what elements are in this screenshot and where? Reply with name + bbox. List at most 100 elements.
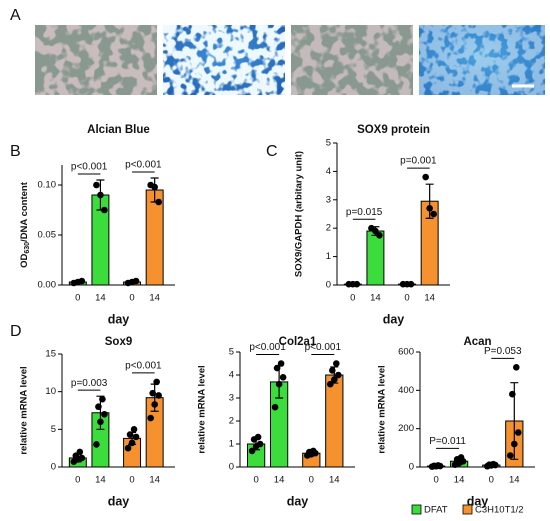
- data-point: [279, 374, 287, 381]
- y-tick-label: 0.05: [38, 230, 57, 241]
- x-tick-label: 0: [309, 475, 314, 486]
- data-point: [155, 392, 162, 399]
- data-point: [426, 205, 433, 212]
- data-point: [254, 433, 262, 441]
- data-point: [335, 371, 342, 379]
- legend-swatch: [462, 504, 473, 515]
- annotation: p<0.001: [305, 342, 342, 353]
- y-tick-label: 4: [229, 370, 234, 381]
- y-tick-label: 600: [398, 347, 414, 358]
- x-tick-label: 14: [370, 293, 381, 304]
- data-point: [78, 454, 86, 462]
- data-point: [407, 280, 415, 288]
- panel-label: B: [10, 143, 21, 160]
- data-point: [327, 380, 334, 388]
- y-tick-label: 4: [326, 166, 331, 177]
- panel-label: C: [266, 143, 278, 160]
- data-point: [331, 376, 338, 383]
- data-point: [353, 280, 361, 288]
- data-point: [333, 360, 340, 367]
- y-axis-label-part: OD: [19, 253, 30, 267]
- data-point: [509, 390, 516, 398]
- data-point: [147, 414, 154, 422]
- panel-label: D: [10, 323, 22, 340]
- data-point: [430, 210, 437, 218]
- annotation: p=0.001: [400, 156, 437, 167]
- data-point: [329, 367, 336, 374]
- x-tick-label: 14: [509, 475, 520, 486]
- micrograph-texture: [163, 25, 285, 95]
- y-tick-label: 400: [398, 385, 414, 396]
- y-tick-label: 5: [229, 347, 234, 358]
- y-axis-label: OD630/DNA content: [19, 181, 32, 268]
- x-tick-label: 14: [95, 475, 106, 486]
- x-tick-label: 14: [329, 475, 340, 486]
- data-point: [310, 447, 317, 455]
- x-tick-label: 0: [253, 475, 258, 486]
- annotation: P=0.011: [429, 436, 466, 447]
- data-point: [132, 277, 140, 285]
- x-tick-label: 0: [75, 475, 80, 486]
- x-axis-label: day: [287, 494, 309, 508]
- data-point: [248, 447, 256, 455]
- data-point: [515, 429, 522, 436]
- y-tick-label: 0: [229, 462, 234, 473]
- data-point: [151, 183, 158, 191]
- chart-title: SOX9 protein: [357, 124, 430, 136]
- data-point: [153, 378, 160, 386]
- y-tick-label: 2: [326, 223, 331, 234]
- chart-title: Alcian Blue: [87, 124, 150, 136]
- data-point: [434, 462, 442, 469]
- data-point: [511, 440, 518, 448]
- data-point: [151, 401, 158, 408]
- y-tick-label: 1: [326, 251, 331, 262]
- y-axis-label: relative mRNA level: [377, 365, 388, 453]
- micrographs: [35, 25, 545, 95]
- bar: [366, 230, 385, 286]
- x-tick-label: 14: [149, 475, 160, 486]
- annotation: p<0.001: [249, 342, 286, 353]
- data-point: [99, 395, 106, 403]
- x-tick-label: 0: [350, 293, 355, 304]
- data-point: [95, 403, 102, 411]
- annotation: p<0.001: [125, 361, 162, 372]
- y-tick-label: 3: [229, 393, 234, 404]
- data-point: [128, 439, 136, 447]
- data-point: [149, 389, 156, 397]
- data-point: [101, 206, 108, 214]
- data-point: [273, 364, 281, 372]
- legend-label: C3H10T1/2: [475, 505, 524, 516]
- data-point: [507, 452, 514, 459]
- x-tick-label: 0: [129, 475, 134, 486]
- y-tick-label: 2: [229, 416, 234, 427]
- y-axis-label: relative mRNA level: [19, 366, 30, 454]
- panel-label: A: [10, 7, 21, 24]
- y-tick-label: 0.10: [38, 180, 57, 191]
- data-point: [490, 460, 497, 468]
- x-tick-label: 14: [424, 293, 435, 304]
- x-tick-label: 0: [129, 293, 134, 304]
- x-tick-label: 14: [274, 475, 285, 486]
- annotation: p<0.001: [71, 162, 108, 173]
- data-point: [271, 403, 279, 411]
- data-point: [372, 227, 379, 235]
- data-point: [93, 181, 100, 189]
- y-tick-label: 0: [409, 462, 414, 473]
- x-tick-label: 0: [433, 475, 438, 486]
- data-point: [376, 232, 383, 239]
- y-tick-label: 5: [326, 138, 331, 149]
- micrograph-texture: [419, 25, 545, 95]
- y-tick-label: 0: [51, 462, 56, 473]
- y-tick-label: 0.00: [38, 280, 57, 291]
- data-point: [513, 364, 520, 371]
- annotation: p<0.001: [125, 160, 162, 171]
- x-tick-label: 14: [454, 475, 465, 486]
- data-point: [78, 277, 86, 285]
- data-point: [256, 440, 264, 448]
- y-tick-label: 5: [51, 424, 56, 435]
- annotation: p=0.015: [346, 207, 383, 218]
- x-tick-label: 0: [404, 293, 409, 304]
- bar: [325, 374, 344, 468]
- annotation: p=0.003: [71, 378, 108, 389]
- y-axis-label: SOX9/GAPDH (arbitary unit): [294, 151, 305, 277]
